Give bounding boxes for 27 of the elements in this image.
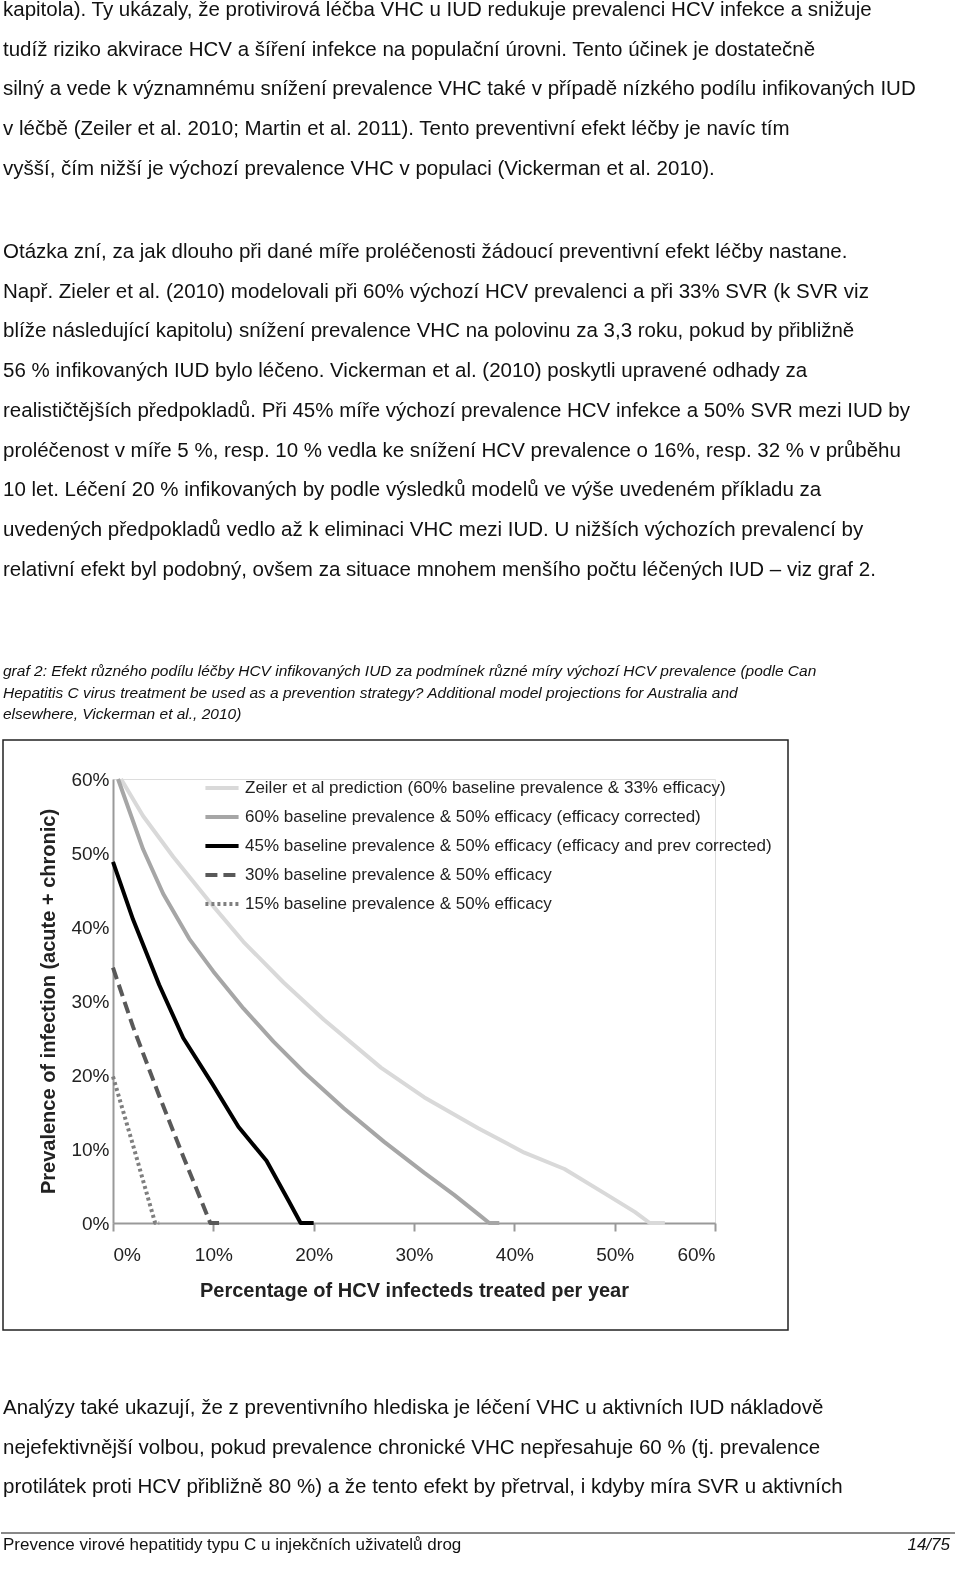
text: Prevence virové hepatitidy typu C u injekčních uživatelů drog: [3, 1535, 462, 1554]
legend-label: 60% baseline prevalence & 50% efficacy (efficacy corrected): [245, 807, 701, 826]
y-tick-label: 20%: [71, 1064, 110, 1086]
legend-label: 45% baseline prevalence & 50% efficacy (efficacy and prev corrected): [245, 836, 772, 855]
text: Analýzy také ukazují, že z preventivního hlediska je léčení VHC u aktivních IUD nákladově nejefektivnější volbou, pokud prevalence chronické VHC nepřesahuje 60 % (tj. prevalence protilátek proti HCV přibližně 80 %) a že tento efekt by přetrval, i kdyby míra SVR u aktivních: [3, 1395, 843, 1498]
text: Otázka zní, za jak dlouho při dané míře proléčenosti žádoucí preventivní efekt léčby nastane. Např. Zieler et al. (2010) modelovali při 60% výchozí HCV prevalenci a při 33% SVR (k SVR viz blíže následující kapitolu) snížení prevalence VHC na polovinu za 3,3 roku, pokud by přibližně 56 % infikovaných IUD bylo léčeno. Vickerman et al. (2010) poskytli upravené odhady za realističtějších předpokladů. Při 45% míře výchozí prevalence HCV infekce a 50% SVR mezi IUD by proléčenost v míře 5 %, resp. 10 % vedla ke snížení HCV prevalence o 16%, resp. 32 % v průběhu 10 let. Léčení 20 % infikovaných by podle výsledků modelů ve výše uvedeném příkladu za uvedených předpokladů vedlo až k eliminaci VHC mezi IUD. U nižších výchozích prevalencí by relativní efekt byl podobný, ovšem za situace mnohem menšího počtu léčených IUD – viz graf 2.: [3, 239, 910, 580]
y-tick-label: 50%: [71, 842, 110, 864]
x-tick-label: 10%: [194, 1243, 233, 1265]
x-axis-title: Percentage of HCV infecteds treated per year: [199, 1278, 630, 1301]
legend-label: 15% baseline prevalence & 50% efficacy: [245, 894, 553, 913]
x-tick-label: 20%: [295, 1243, 334, 1265]
y-tick-label: 60%: [71, 768, 110, 790]
x-tick-label: 50%: [596, 1243, 635, 1265]
text: graf 2: Efekt různého podílu léčby HCV infikovaných IUD za podmínek různé míry výchozí HCV prevalence (podle Can Hepatitis C virus treatment be used as a prevention strategy? Additional model projections for Australia and elsewhere, Vickerman et al., 2010): [3, 662, 817, 723]
legend-label: 30% baseline prevalence & 50% efficacy: [245, 865, 553, 884]
y-tick-label: 10%: [71, 1138, 110, 1160]
text: 14/75: [907, 1535, 951, 1554]
x-tick-label: 40%: [495, 1243, 534, 1265]
y-tick-label: 0%: [82, 1212, 110, 1234]
text: kapitola). Ty ukázaly, že protivirová léčba VHC u IUD redukuje prevalenci HCV infekce a snižuje tudíž riziko akvirace HCV a šíření infekce na populační úrovni. Tento účinek je dostatečně silný a vede k významnému snížení prevalence VHC také v případě nízkého podílu infikovaných IUD v léčbě (Zeiler et al. 2010; Martin et al. 2011). Tento preventivní efekt léčby je navíc tím vyšší, čím nižší je výchozí prevalence VHC v populaci (Vickerman et al. 2010).: [3, 0, 916, 179]
y-tick-label: 30%: [71, 990, 110, 1012]
legend-label: Zeiler et al prediction (60% baseline prevalence & 33% efficacy): [245, 778, 726, 797]
x-tick-label: 0%: [113, 1243, 142, 1265]
x-tick-label: 60%: [677, 1243, 716, 1265]
y-tick-label: 40%: [71, 916, 110, 938]
y-axis-title: Prevalence of infection (acute + chronic): [37, 808, 60, 1195]
x-tick-label: 30%: [395, 1243, 434, 1265]
